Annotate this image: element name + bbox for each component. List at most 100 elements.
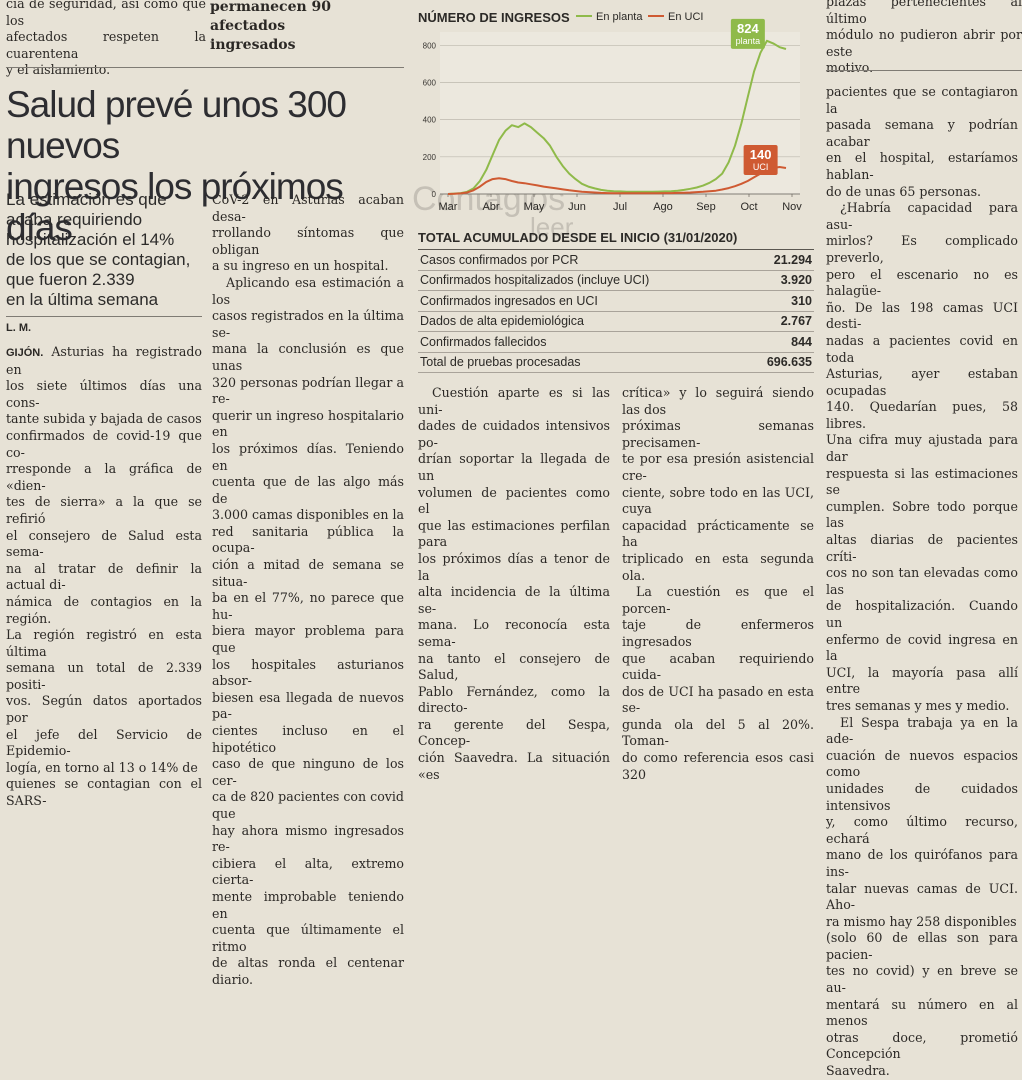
text-line: drían soportar la llegada de un: [418, 451, 610, 483]
text-line: red sanitaria pública la ocupa-: [212, 523, 404, 556]
text-line: cos no son tan elevadas como las: [826, 565, 1018, 597]
text-line: hay ahora mismo ingresados re-: [212, 822, 404, 855]
totals-value: 310: [745, 290, 814, 312]
text-line: el jefe del Servicio de Epidemio-: [6, 727, 202, 760]
text-line: mana la conclusión es que unas: [212, 341, 404, 373]
byline: L. M.: [6, 322, 32, 334]
totals-box: TOTAL ACUMULADO DESDE EL INICIO (31/01/2…: [418, 230, 814, 373]
text-line: mentará su número en al menos: [826, 996, 1018, 1029]
callout-value: 140: [750, 147, 772, 162]
text-line: a su ingreso en un hospital.: [212, 258, 389, 274]
totals-label: Confirmados ingresados en UCI: [418, 290, 746, 312]
callout-box: [730, 18, 765, 49]
callout-box: [743, 145, 778, 176]
text-line: alta incidencia de la última se-: [418, 584, 610, 616]
text-line: ción Saavedra. La situación «es: [418, 750, 610, 782]
legend-label: En planta: [596, 11, 643, 23]
text-line: La cuestión es que el porcen-: [622, 584, 814, 616]
text-line: que acaban requiriendo cuida-: [622, 650, 814, 683]
text-line: los siete últimos días una cons-: [6, 378, 202, 411]
text-line: tes no covid) y en breve se au-: [826, 963, 1018, 996]
text-line: Aplicando esa estimación a los: [212, 274, 404, 307]
text-line: námica de contagios en la región.: [6, 594, 202, 627]
text-line: ño. De las 198 camas UCI desti-: [826, 299, 1018, 332]
column-3: Cuestión aparte es si las uni-dades de c…: [418, 385, 610, 783]
x-tick-label: Ago: [653, 201, 673, 213]
text-line: ción a mitad de semana se situa-: [212, 557, 404, 589]
text-line: triplicado en esta segunda ola.: [622, 550, 814, 583]
text-line: de altas ronda el centenar diario.: [212, 955, 404, 987]
x-tick-label: Nov: [782, 201, 802, 213]
chart-title: NÚMERO DE INGRESOS: [418, 10, 570, 25]
totals-row: Casos confirmados por PCR 21.294: [418, 250, 814, 271]
text-line: 320 personas podrían llegar a re-: [212, 374, 404, 407]
totals-label: Total de pruebas procesadas: [418, 352, 746, 373]
text-line: pacientes que se contagiaron la: [826, 84, 1018, 116]
ghost-text-2: leer: [530, 212, 574, 242]
text-line: los próximos días a tenor de la: [418, 550, 610, 583]
text-line: logía, en torno al 13 o 14% de: [6, 760, 202, 777]
text-line: cuenta que de las algo más de: [212, 474, 404, 506]
text-line: pasada semana y podrían acabar: [826, 117, 1018, 149]
text-line: CoV-2 en Asturias acaban desa-: [212, 192, 404, 224]
x-tick-label: Sep: [696, 201, 716, 213]
text-span: confirmados de covid-19 que co-: [6, 427, 202, 460]
text-line: 3.000 camas disponibles en la: [212, 507, 404, 523]
text-line: te por esa presión asistencial cre-: [622, 451, 814, 483]
text-line: biera mayor problema para que: [212, 623, 404, 656]
subhead: La estimación es que acaba requiriendo h…: [6, 190, 191, 309]
x-tick-label: Oct: [740, 201, 757, 213]
callout-label: UCI: [753, 162, 769, 172]
text-span: tes de sierra» a la que se refirió: [6, 494, 202, 526]
text-line: unidades de cuidados intensivos: [826, 780, 1018, 813]
y-tick-label: 400: [423, 116, 437, 125]
text-line: cuenta que últimamente el ritmo: [212, 922, 404, 954]
column-1: GIJÓN. Asturias ha registrado en los siet…: [6, 344, 202, 810]
callout-value: 824: [737, 21, 759, 36]
text-line: GIJÓN. Asturias ha registrado en: [6, 344, 202, 378]
y-tick-label: 0: [432, 190, 437, 199]
text-line: semana un total de 2.339 positi-: [6, 660, 202, 693]
headline: Salud prevé unos 300 nuevos ingresos los…: [6, 84, 347, 248]
totals-row: Confirmados fallecidos 844: [418, 331, 814, 353]
x-tick-label: Jun: [568, 201, 586, 213]
text-line: rresponde a la gráfica de «dien-: [6, 461, 202, 494]
x-tick-label: May: [524, 201, 545, 213]
text-line: UCI, la mayoría pasa allí entre: [826, 664, 1018, 697]
x-tick-label: Mar: [439, 201, 458, 213]
text-line: los hospitales asturianos absor-: [212, 656, 404, 689]
totals-label: Confirmados hospitalizados (incluye UCI): [418, 270, 746, 291]
text-line: na tanto el consejero de Salud,: [418, 650, 610, 683]
totals-value: 696.635: [745, 352, 814, 373]
text-line: ra gerente del Sespa, Concep-: [418, 716, 610, 749]
text-line: capacidad prácticamente se ha: [622, 517, 814, 550]
column-5: pacientes que se contagiaron la pasada se…: [826, 84, 1018, 1080]
totals-value: 2.767: [745, 311, 814, 332]
text-span: na al tratar de definir la actual di-: [6, 560, 202, 593]
text-span: námica de contagios en la región.: [6, 593, 202, 626]
text-line: na al tratar de definir la actual di-: [6, 561, 202, 594]
text-line: querir un ingreso hospitalario en: [212, 407, 404, 440]
text-line: talar nuevas camas de UCI. Aho-: [826, 880, 1018, 913]
text-line: cumplen. Sobre todo porque las: [826, 498, 1018, 531]
text-line: mirlos? Es complicado preverlo,: [826, 233, 1018, 265]
subhead-rule: [6, 316, 202, 317]
text-line: vos. Según datos aportados por: [6, 693, 202, 726]
text-line: dos de UCI ha pasado en esta se-: [622, 683, 814, 716]
text-line: biesen esa llegada de nuevos pa-: [212, 689, 404, 722]
right-top-text: plazas pertenecientes al último módulo n…: [826, 0, 1022, 76]
text-line: do de unas 65 personas.: [826, 183, 982, 199]
text-line: pero el escenario no es halagüe-: [826, 266, 1018, 299]
text-line: mano de los quirófanos para ins-: [826, 847, 1018, 879]
text-line: cibiera el alta, extremo cierta-: [212, 855, 404, 888]
text-line: ¿Habría capacidad para asu-: [826, 200, 1018, 232]
text-span: tante subida y bajada de casos: [6, 411, 202, 427]
text-line: otras doce, prometió Concepción: [826, 1029, 1018, 1062]
text-line: mana. Lo reconocía esta sema-: [418, 617, 610, 649]
text-line: Cuestión aparte es si las uni-: [418, 385, 610, 417]
totals-row: Confirmados hospitalizados (incluye UCI)…: [418, 270, 814, 291]
text-line: taje de enfermeros ingresados: [622, 617, 814, 649]
text-line: do como referencia esos casi 320: [622, 750, 814, 782]
text-line: cientes incluso en el hipotético: [212, 723, 404, 755]
text-line: dades de cuidados intensivos po-: [418, 418, 610, 450]
